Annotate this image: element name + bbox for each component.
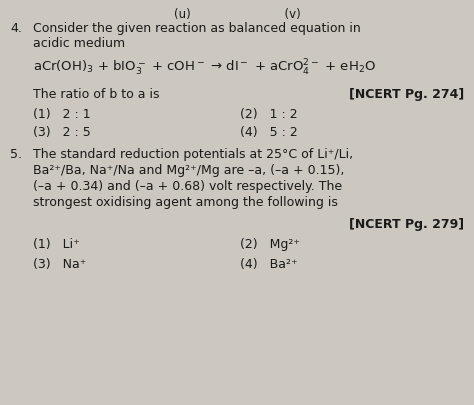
Text: The standard reduction potentials at 25°C of Li⁺/Li,: The standard reduction potentials at 25°… — [33, 148, 353, 161]
Text: (–a + 0.34) and (–a + 0.68) volt respectively. The: (–a + 0.34) and (–a + 0.68) volt respect… — [33, 180, 342, 193]
Text: 4.: 4. — [10, 22, 22, 35]
Text: strongest oxidising agent among the following is: strongest oxidising agent among the foll… — [33, 196, 338, 209]
Text: [NCERT Pg. 274]: [NCERT Pg. 274] — [349, 88, 464, 101]
Text: aCr(OH)$_3$ + bIO$_3^-$ + cOH$^-$ → dI$^-$ + aCrO$_4^{2-}$ + eH$_2$O: aCr(OH)$_3$ + bIO$_3^-$ + cOH$^-$ → dI$^… — [33, 58, 376, 78]
Text: (4)   Ba²⁺: (4) Ba²⁺ — [240, 258, 298, 271]
Text: acidic medium: acidic medium — [33, 37, 125, 50]
Text: (4)   5 : 2: (4) 5 : 2 — [240, 126, 298, 139]
Text: The ratio of b to a is: The ratio of b to a is — [33, 88, 159, 101]
Text: (1)   Li⁺: (1) Li⁺ — [33, 238, 80, 251]
Text: (1)   2 : 1: (1) 2 : 1 — [33, 108, 91, 121]
Text: [NCERT Pg. 279]: [NCERT Pg. 279] — [349, 218, 464, 231]
Text: Ba²⁺/Ba, Na⁺/Na and Mg²⁺/Mg are –a, (–a + 0.15),: Ba²⁺/Ba, Na⁺/Na and Mg²⁺/Mg are –a, (–a … — [33, 164, 345, 177]
Text: (2)   Mg²⁺: (2) Mg²⁺ — [240, 238, 300, 251]
Text: (u)                         (v): (u) (v) — [173, 8, 301, 21]
Text: Consider the given reaction as balanced equation in: Consider the given reaction as balanced … — [33, 22, 361, 35]
Text: (2)   1 : 2: (2) 1 : 2 — [240, 108, 298, 121]
Text: (3)   2 : 5: (3) 2 : 5 — [33, 126, 91, 139]
Text: 5.: 5. — [10, 148, 22, 161]
Text: (3)   Na⁺: (3) Na⁺ — [33, 258, 86, 271]
